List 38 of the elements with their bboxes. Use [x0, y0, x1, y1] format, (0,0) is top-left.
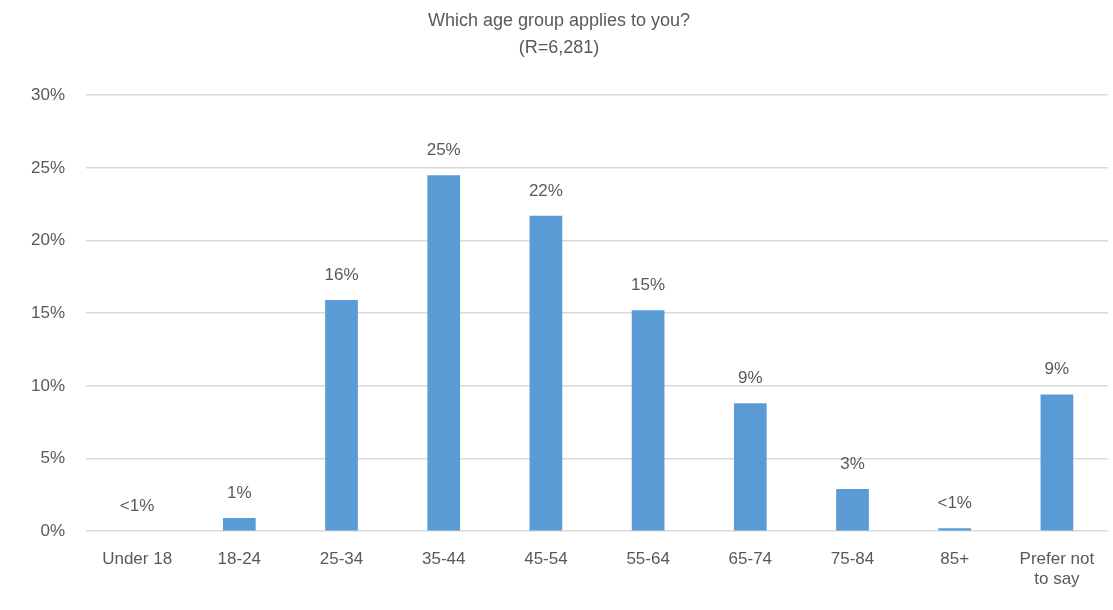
x-tick-label: 18-24 — [217, 549, 262, 569]
y-tick-label: 10% — [30, 375, 66, 395]
x-tick-label: 35-44 — [421, 549, 466, 569]
data-label: 15% — [631, 274, 666, 294]
bar — [529, 215, 563, 531]
bar — [733, 403, 767, 531]
y-tick-label: 20% — [30, 230, 66, 250]
data-label: 9% — [738, 367, 763, 387]
chart-subtitle: (R=6,281) — [518, 37, 600, 58]
x-tick-label: Under 18 — [102, 549, 173, 569]
data-label: 3% — [840, 453, 865, 473]
x-tick-label: 45-54 — [524, 549, 568, 569]
x-tick-label: Prefer not to say — [1019, 549, 1095, 589]
bar — [1040, 394, 1074, 531]
x-tick-label: 75-84 — [830, 549, 875, 569]
bar — [938, 528, 972, 531]
data-label: 9% — [1044, 359, 1070, 379]
data-label: <1% — [119, 495, 155, 515]
x-tick-label: 55-64 — [626, 549, 670, 569]
bar — [222, 518, 256, 531]
data-label: 25% — [426, 139, 461, 159]
y-tick-label: 25% — [30, 157, 66, 177]
bar — [325, 300, 358, 531]
x-tick-label: 85+ — [940, 549, 970, 569]
data-label: <1% — [937, 492, 972, 512]
data-label: 16% — [324, 264, 359, 284]
y-tick-label: 30% — [30, 84, 66, 104]
y-tick-label: 5% — [40, 448, 66, 468]
y-tick-label: 0% — [40, 520, 66, 540]
bar — [836, 489, 869, 531]
data-label: 22% — [528, 180, 563, 200]
x-tick-label: 65-74 — [728, 549, 773, 569]
bar — [631, 310, 665, 531]
y-tick-label: 15% — [30, 302, 66, 322]
data-label: 1% — [227, 482, 252, 502]
bar — [427, 175, 461, 531]
x-tick-label: 25-34 — [319, 549, 364, 569]
chart-title: Which age group applies to you? — [427, 9, 691, 30]
